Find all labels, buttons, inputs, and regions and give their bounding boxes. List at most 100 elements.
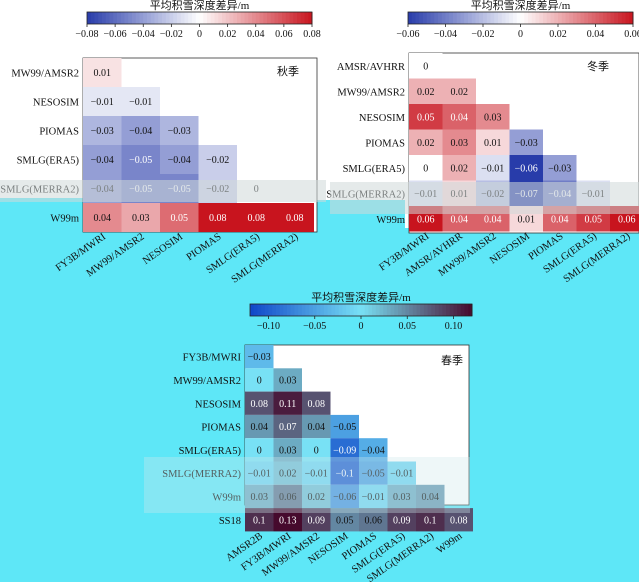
colorbar-swatch [409, 304, 414, 316]
colorbar-swatch [272, 304, 277, 316]
cell-value-label: −0.03 [91, 126, 114, 137]
colorbar-title: 平均积雪深度差异/m [311, 290, 411, 304]
colorbar-tick-label: −0.06 [104, 29, 127, 40]
heatmap-cell [245, 391, 274, 415]
colorbar-swatch [438, 12, 443, 24]
heatmap-cell [476, 104, 510, 130]
row-label: W99m [376, 215, 405, 226]
colorbar-swatch [147, 12, 152, 24]
cell-value-label: −0.04 [91, 155, 114, 166]
colorbar-swatch [383, 304, 388, 316]
colorbar-swatch [177, 12, 182, 24]
row-label: MW99/AMSR2 [337, 87, 405, 98]
cell-value-label: 0.04 [422, 492, 440, 503]
colorbar-swatch [558, 12, 563, 24]
colorbar-tick-label: −0.08 [75, 29, 98, 40]
colorbar-tick-label: 0 [197, 29, 202, 40]
colorbar-tick-label: −0.10 [257, 321, 280, 332]
heatmap-cell [273, 414, 302, 439]
season-title: 秋季 [277, 64, 299, 78]
cell-value-label: 0.01 [518, 214, 536, 225]
colorbar-swatch [293, 12, 298, 24]
heatmap-cell [359, 461, 388, 485]
colorbar-swatch [573, 12, 578, 24]
cell-value-label: −0.01 [129, 97, 152, 108]
heatmap-cell [245, 438, 274, 462]
heatmap-cell [83, 87, 122, 116]
colorbar-tick-label: 0.02 [549, 29, 567, 40]
colorbar-swatch [255, 12, 260, 24]
colorbar-swatch [349, 304, 355, 316]
cell-value-label: −0.09 [333, 445, 356, 456]
heatmap-cell [83, 203, 122, 232]
colorbar-tick-label: −0.02 [160, 29, 183, 40]
colorbar-swatch [128, 12, 133, 24]
colorbar-swatch [449, 304, 454, 316]
row-label: FY3B/MWRI [183, 353, 242, 364]
heatmap-cell [245, 345, 274, 369]
colorbar-swatch [316, 304, 321, 316]
cell-value-label: 0.05 [585, 214, 603, 225]
colorbar-swatch [561, 12, 566, 24]
cell-value-label: 0.05 [417, 112, 435, 123]
cell-value-label: 0.03 [279, 375, 297, 386]
colorbar-swatch [446, 304, 451, 316]
heatmap-cell [409, 129, 443, 155]
row-label: NESOSIM [195, 399, 242, 410]
colorbar-swatch [457, 304, 462, 316]
colorbar-swatch [412, 304, 417, 316]
cell-value-label: −0.05 [362, 469, 385, 480]
heatmap-cell [198, 203, 237, 232]
heatmap-cell [160, 116, 199, 145]
cell-value-label: 0.02 [451, 163, 469, 174]
colorbar-swatch [434, 12, 439, 24]
colorbar-swatch [294, 304, 299, 316]
colorbar-swatch [415, 12, 420, 24]
colorbar-swatch [614, 12, 619, 24]
heatmap-cell [359, 438, 388, 462]
cell-value-label: 0.03 [132, 213, 150, 224]
colorbar-tick-label: 0.06 [275, 29, 293, 40]
colorbar-swatch [253, 304, 258, 316]
cell-value-label: −0.06 [333, 492, 356, 503]
heatmap-cell [121, 203, 160, 232]
cell-value-label: 0.06 [365, 515, 383, 526]
season-title: 冬季 [587, 59, 609, 73]
cell-value-label: 0.04 [308, 422, 326, 433]
cell-value-label: 0.06 [618, 214, 636, 225]
heatmap-cell [302, 391, 331, 415]
heatmap-cell [245, 414, 274, 439]
colorbar-swatch [618, 12, 623, 24]
colorbar-swatch [331, 304, 336, 316]
colorbar-swatch [199, 12, 204, 24]
colorbar-swatch [505, 12, 510, 24]
cell-value-label: 0.03 [451, 138, 469, 149]
heatmap-cell [444, 508, 473, 532]
colorbar-tick-label: 0.04 [247, 29, 265, 40]
heatmap-cell [121, 145, 160, 174]
colorbar-swatch [475, 12, 480, 24]
colorbar-swatch [606, 12, 611, 24]
heatmap-cell [330, 438, 359, 462]
cell-value-label: 0.08 [251, 399, 269, 410]
cell-value-label: −0.05 [333, 422, 356, 433]
row-label: MW99/AMSR2 [173, 376, 241, 387]
colorbar-swatch [357, 304, 362, 316]
heatmap-cell [198, 145, 237, 174]
colorbar-swatch [305, 304, 310, 316]
colorbar-swatch [240, 12, 245, 24]
row-label: SMLG(MERRA2) [162, 469, 241, 480]
colorbar-swatch [143, 12, 148, 24]
row-label: SMLG(ERA5) [17, 156, 80, 167]
colorbar-swatch [207, 12, 212, 24]
colorbar-swatch [460, 304, 466, 316]
cell-value-label: 0.02 [451, 87, 469, 98]
colorbar-swatch [244, 12, 249, 24]
colorbar-swatch [120, 12, 125, 24]
colorbar-swatch [261, 304, 266, 316]
colorbar-swatch [162, 12, 167, 24]
heatmap-cell [387, 461, 416, 485]
colorbar-swatch [438, 304, 443, 316]
colorbar-swatch [405, 304, 410, 316]
